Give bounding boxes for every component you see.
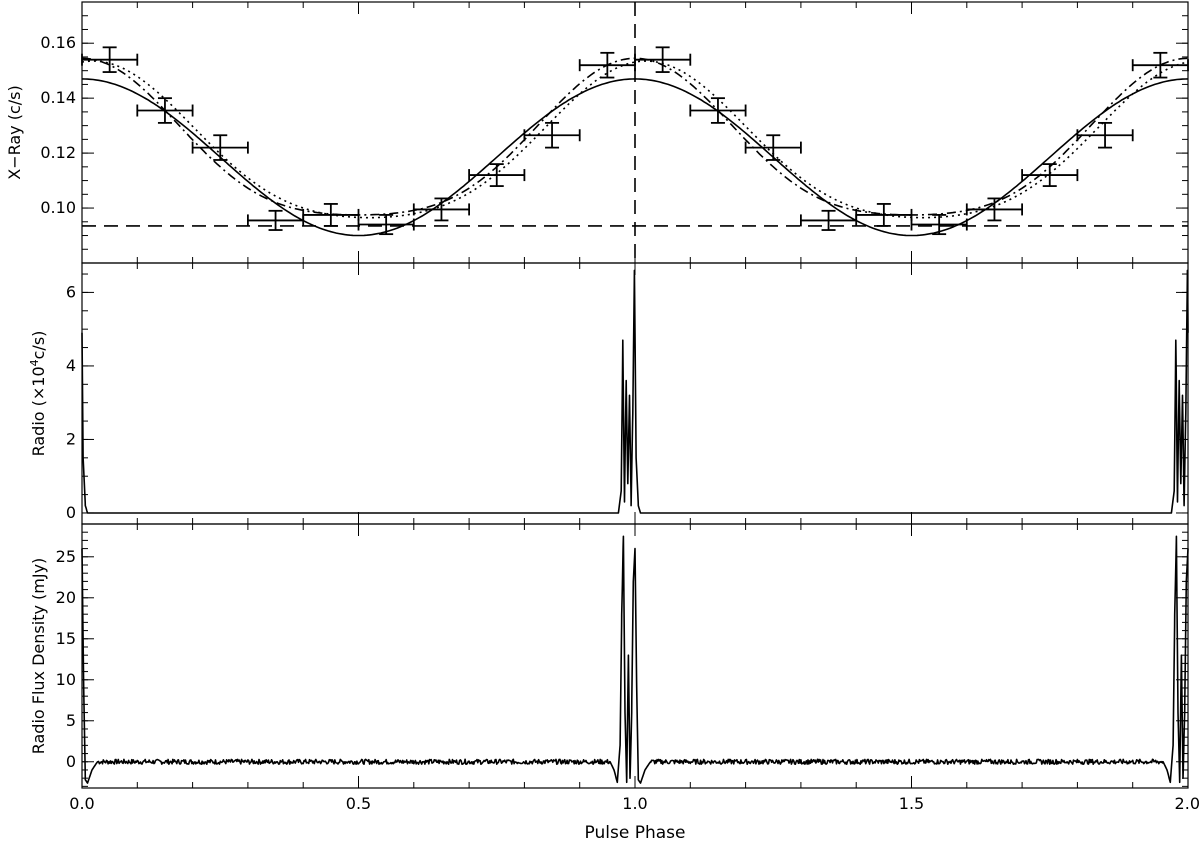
x-tick-label: 2.0 (1175, 794, 1200, 813)
radio-counts-ytick-label: 0 (66, 503, 76, 522)
radio-flux-ytick-label: 20 (56, 588, 76, 607)
panel-radio-flux: 0 5 10 15 20 25 0.0 0.5 1.0 1.5 2.0 Radio Flux Den… (29, 523, 1200, 813)
xray-data-point (191, 134, 249, 161)
radio-counts-trace (81, 269, 1189, 514)
xray-data-point (136, 97, 194, 124)
x-tick-label: 1.5 (899, 794, 924, 813)
xray-data-point (689, 97, 747, 124)
radio-counts-y-label-exponent: 4 (28, 359, 41, 366)
xray-data-point (1076, 121, 1134, 149)
radio-flux-ytick-label: 10 (56, 670, 76, 689)
xray-y-axis-label: X−Ray (c/s) (5, 85, 24, 180)
xray-data-point (855, 203, 913, 227)
x-tick-label: 0.0 (69, 794, 94, 813)
xray-data-point (634, 46, 692, 73)
xray-axes: 0.10 0.12 0.14 0.16 (40, 1, 1189, 264)
xray-data-point (468, 163, 526, 187)
radio-counts-profile (81, 269, 1189, 514)
xray-data-point (302, 203, 360, 227)
radio-counts-y-label-main: Radio (×10 (29, 366, 48, 456)
x-axis-label: Pulse Phase (585, 823, 686, 842)
xray-ytick-label: 0.16 (40, 33, 76, 52)
xray-data-point (1021, 163, 1079, 187)
xray-data-point (523, 121, 581, 149)
radio-flux-axes: 0 5 10 15 20 25 0.0 0.5 1.0 1.5 2.0 (56, 523, 1200, 813)
xray-data-point (578, 51, 636, 79)
xray-data-point (357, 214, 415, 236)
radio-counts-ytick-label: 4 (66, 356, 76, 375)
radio-flux-ytick-label: 5 (66, 711, 76, 730)
radio-flux-y-axis-label: Radio Flux Density (mJy) (29, 558, 48, 755)
xray-data-point (81, 46, 139, 73)
xray-data-point (246, 209, 305, 231)
radio-counts-ytick-label: 6 (66, 282, 76, 301)
radio-flux-profile (81, 535, 1189, 784)
xray-data-point (1131, 51, 1189, 79)
xray-ytick-label: 0.12 (40, 143, 76, 162)
radio-counts-y-label-unit: c/s) (29, 331, 48, 360)
radio-flux-ytick-label: 15 (56, 629, 76, 648)
radio-flux-ytick-label: 0 (66, 752, 76, 771)
xray-data-point (412, 197, 471, 222)
radio-flux-ytick-label: 25 (56, 547, 76, 566)
xray-data-point (965, 197, 1023, 222)
x-tick-label: 1.0 (622, 794, 647, 813)
xray-ytick-label: 0.14 (40, 88, 76, 107)
radio-flux-trace (81, 535, 1189, 784)
radio-counts-ytick-label: 2 (66, 429, 76, 448)
xray-ytick-label: 0.10 (40, 198, 76, 217)
xray-data-point (744, 134, 802, 161)
radio-counts-axes: 0 2 4 6 (66, 262, 1189, 525)
xray-data-point (910, 214, 968, 236)
panel-xray: 0.10 0.12 0.14 0.16 X−Ray (c/s) (5, 1, 1189, 264)
x-tick-label: 0.5 (346, 794, 371, 813)
radio-counts-y-axis-label: Radio (×104c/s) (28, 331, 48, 457)
xray-data-point (800, 209, 858, 231)
